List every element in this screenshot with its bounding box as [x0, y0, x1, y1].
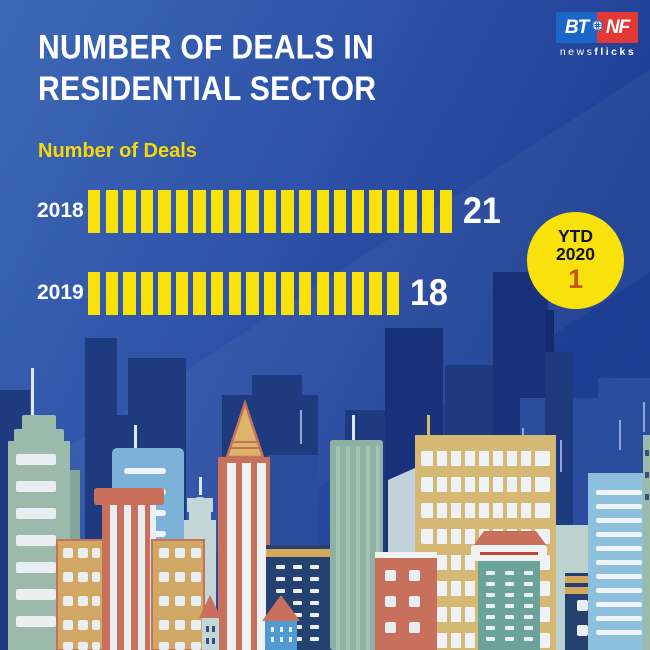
year-label-2018: 2018 [37, 199, 84, 222]
deal-segment [386, 271, 400, 315]
deal-segment [123, 271, 136, 315]
deal-segment [123, 189, 136, 233]
deal-segment [88, 189, 101, 233]
bar-value-2019: 18 [410, 272, 449, 313]
ytd-2020-badge: YTD 2020 1 [527, 212, 624, 309]
deal-segment [140, 271, 154, 315]
deal-segment [158, 271, 171, 315]
bar-row-2018: 2018 21 [0, 189, 504, 233]
badge-value: 1 [567, 264, 584, 295]
logo-nf-block: NF [597, 12, 638, 43]
deal-segment [88, 271, 101, 315]
building-coral-windows [375, 552, 437, 650]
deal-segment [193, 271, 206, 315]
bar-row-2019: 2019 18 [0, 271, 451, 315]
deal-segment [351, 189, 365, 233]
deal-segment [211, 271, 224, 315]
building-empire-tower [218, 399, 270, 650]
deal-segment [439, 189, 452, 233]
year-label-2019: 2019 [37, 281, 84, 304]
deal-segment [175, 189, 189, 233]
deal-segment [158, 189, 171, 233]
page-title: NUMBER OF DEALS IN RESIDENTIAL SECTOR [38, 26, 376, 109]
badge-line-2: 2020 [556, 244, 595, 265]
deal-segment [298, 271, 312, 315]
deal-segment [421, 189, 435, 233]
deal-segment [369, 189, 382, 233]
deal-segment [228, 189, 242, 233]
title-line-2: RESIDENTIAL SECTOR [38, 68, 377, 108]
building-teal-coral-cap [471, 531, 547, 650]
deal-segment [246, 189, 259, 233]
bar-2019 [88, 271, 400, 315]
deal-segment [316, 271, 329, 315]
title-line-1: NUMBER OF DEALS IN [38, 27, 375, 67]
deal-segment [334, 271, 347, 315]
building-blue-house [262, 595, 300, 650]
logo-bt-block: BT [556, 12, 597, 43]
globe-icon [592, 20, 603, 31]
building-tan-windows-right [151, 539, 205, 650]
deal-segment [175, 271, 189, 315]
deal-segment [404, 189, 417, 233]
city-skyline-illustration [0, 272, 650, 650]
deal-segment [316, 189, 329, 233]
deal-segment [105, 271, 118, 315]
building-light-blue-striped [588, 473, 650, 650]
logo-subtitle-news: news [559, 46, 595, 58]
deal-segment [246, 271, 259, 315]
deal-segment [298, 189, 312, 233]
building-turret [199, 595, 221, 650]
deal-segment [281, 271, 294, 315]
deal-segment [193, 189, 206, 233]
deal-segment [211, 189, 224, 233]
bar-2018 [88, 189, 452, 233]
logo-subtitle-flicks: flicks [594, 46, 637, 58]
deal-segment [351, 271, 365, 315]
deal-segment [369, 271, 382, 315]
bar-value-2018: 21 [462, 190, 501, 231]
deal-segment [281, 189, 294, 233]
btnf-logo: BT NF newsflicks [556, 12, 640, 58]
y-axis-label: Number of Deals [38, 140, 197, 162]
deal-segment [105, 189, 118, 233]
deal-segment [334, 189, 347, 233]
deal-segment [263, 189, 277, 233]
building-right-sliver [643, 435, 650, 650]
logo-subtitle: newsflicks [556, 46, 640, 58]
deal-segment [140, 189, 154, 233]
building-tan-windows-left [56, 539, 104, 650]
building-sage-striped-tower [330, 415, 383, 650]
deal-segment [228, 271, 242, 315]
deal-segment [263, 271, 277, 315]
deal-segment [386, 189, 400, 233]
badge-line-1: YTD [558, 225, 593, 246]
